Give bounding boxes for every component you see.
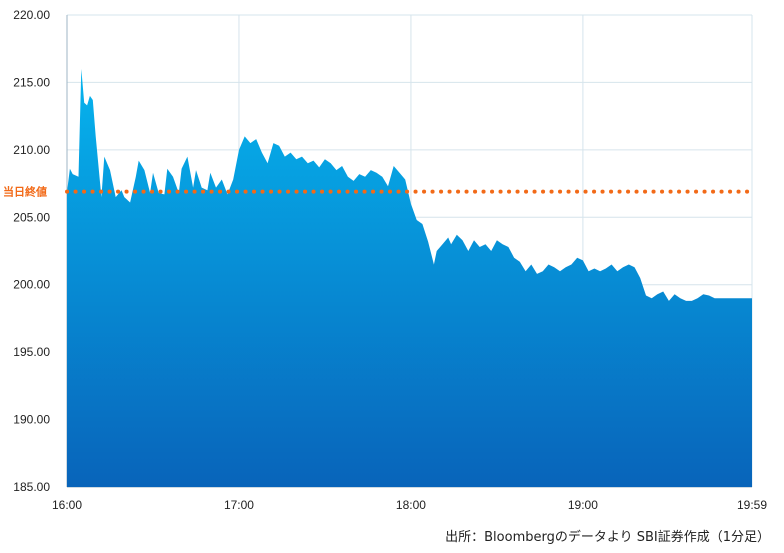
x-tick-label: 17:00: [224, 498, 254, 512]
x-tick-label: 16:00: [52, 498, 82, 512]
y-tick-label: 210.00: [13, 143, 50, 157]
price-area: [67, 68, 752, 488]
y-tick-label: 200.00: [13, 278, 50, 292]
y-tick-label: 185.00: [13, 480, 50, 494]
y-tick-label: 215.00: [13, 75, 50, 89]
y-tick-label: 205.00: [13, 210, 50, 224]
closing-price-label: 当日終値: [3, 185, 47, 199]
y-axis: 185.00 190.00 195.00 200.00 205.00 210.00 215.…: [13, 8, 50, 494]
y-tick-label: 195.00: [13, 345, 50, 359]
x-tick-label: 18:00: [396, 498, 426, 512]
x-tick-label: 19:59: [737, 498, 767, 512]
x-axis: 16:00 17:00 18:00 19:00 19:59: [52, 498, 767, 512]
x-tick-label: 19:00: [568, 498, 598, 512]
y-tick-label: 220.00: [13, 8, 50, 22]
source-note: 出所：Bloombergのデータより SBI証券作成（1分足）: [445, 530, 770, 545]
y-tick-label: 190.00: [13, 413, 50, 427]
